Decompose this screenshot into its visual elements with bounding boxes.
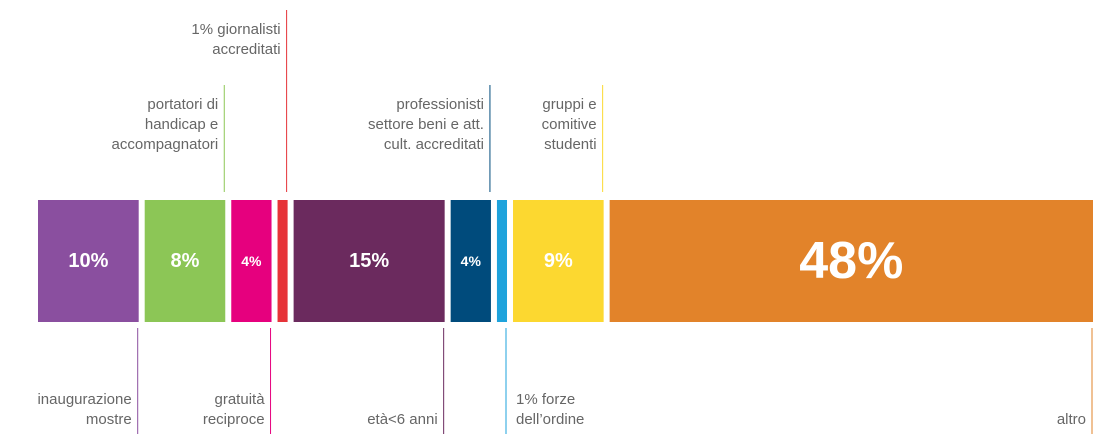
segment xyxy=(38,200,139,322)
category-label: 1% giornalisti accreditati xyxy=(191,21,281,58)
value-label: 15% xyxy=(349,249,390,272)
category-label: età<6 anni xyxy=(367,411,438,428)
segment xyxy=(609,200,1093,322)
segment xyxy=(277,200,288,322)
value-label: 4% xyxy=(241,253,262,269)
category-label: gruppi e comitive studenti xyxy=(541,96,597,153)
category-label: gratuità reciproce xyxy=(202,391,265,428)
value-label: 8% xyxy=(170,249,200,272)
value-label: 4% xyxy=(460,253,481,269)
segment xyxy=(293,200,445,322)
category-label: portatori di handicap e accompagnatori xyxy=(111,96,219,153)
category-label: inaugurazione mostre xyxy=(37,391,132,428)
segment xyxy=(231,200,272,322)
value-label: 48% xyxy=(799,232,904,290)
value-label: 9% xyxy=(543,249,573,272)
segment xyxy=(513,200,604,322)
segment xyxy=(450,200,491,322)
value-label: 10% xyxy=(68,249,109,272)
category-label: altro xyxy=(1056,411,1086,428)
category-label: professionisti settore beni e att. cult.… xyxy=(368,96,484,153)
segment xyxy=(496,200,508,322)
category-label: 1% forze dell’ordine xyxy=(516,391,585,428)
segment xyxy=(144,200,226,322)
